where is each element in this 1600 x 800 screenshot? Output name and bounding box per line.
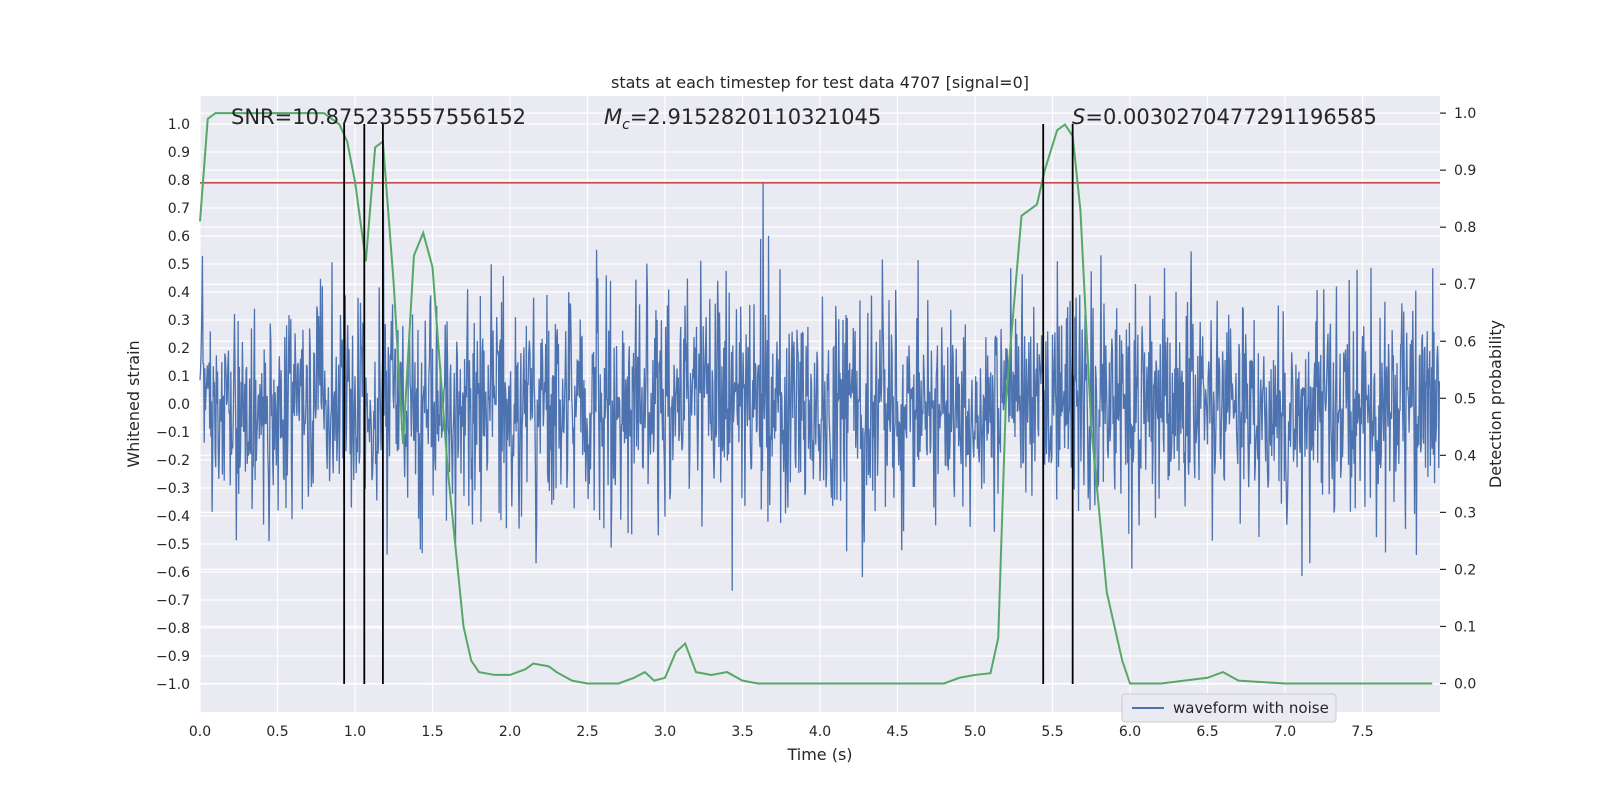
y-tick-label: 0.3 [168,313,190,329]
x-tick-label: 4.0 [809,724,831,740]
x-tick-label: 4.5 [886,724,908,740]
y2-tick-label: 0.7 [1454,277,1476,293]
y-tick-label: 0.2 [168,341,190,357]
x-tick-label: 3.0 [654,724,676,740]
x-tick-label: 5.0 [964,724,986,740]
y-tick-label: 0.1 [168,369,190,385]
waveform-series [199,182,1441,591]
y2-tick-label: 0.1 [1454,619,1476,635]
x-tick-label: 1.0 [344,724,366,740]
y2-tick-label: 0.8 [1454,220,1476,236]
y-tick-label: 0.5 [168,257,190,273]
y2-axis-label: Detection probability [1486,320,1505,488]
x-tick-label: 3.5 [731,724,753,740]
y2-tick-label: 0.2 [1454,562,1476,578]
y-tick-label: −0.8 [156,621,190,637]
y-axis-label: Whitened strain [124,340,143,467]
chirp-mass-annotation: Mc=2.9152820110321045 [604,105,881,133]
x-tick-label: 6.5 [1196,724,1218,740]
y-tick-label: 0.4 [168,285,190,301]
y-tick-label: 0.8 [168,173,190,189]
y2-tick-label: 0.6 [1454,334,1476,350]
y-tick-label: 1.0 [168,117,190,133]
x-axis-label: Time (s) [786,745,852,764]
x-tick-label: 0.0 [189,724,211,740]
y2-axis-ticks: 1.0 0.9 0.8 0.7 0.6 0.5 0.4 0.3 0.2 0.1 0.0 [1440,106,1476,692]
waveform-with-noise-line [199,182,1441,591]
y-tick-label: −0.9 [156,649,190,665]
x-tick-label: 2.5 [576,724,598,740]
x-tick-label: 7.5 [1351,724,1373,740]
y2-tick-label: 0.0 [1454,676,1476,692]
y-tick-label: −0.2 [156,453,190,469]
y-tick-label: 0.6 [168,229,190,245]
x-tick-label: 1.5 [421,724,443,740]
legend-label: waveform with noise [1173,699,1329,717]
x-axis-ticks: 0.0 0.5 1.0 1.5 2.0 2.5 3.0 3.5 4.0 4.5 5.0 5.5 6.0 6… [189,724,1374,740]
x-tick-label: 7.0 [1274,724,1296,740]
y-tick-label: −0.3 [156,481,190,497]
y-tick-label: −0.4 [156,509,190,525]
chart-title: stats at each timestep for test data 470… [611,73,1029,92]
vertical-markers [343,124,1074,684]
y2-tick-label: 0.9 [1454,163,1476,179]
y2-tick-label: 1.0 [1454,106,1476,122]
x-tick-label: 2.0 [499,724,521,740]
legend-box [1121,693,1337,723]
x-tick-label: 5.5 [1041,724,1063,740]
y-tick-label: 0.0 [168,397,190,413]
s-statistic-annotation: S=0.0030270477291196585 [1072,105,1377,129]
y-tick-label: −1.0 [156,677,190,693]
y2-tick-label: 0.4 [1454,448,1476,464]
legend: waveform with noise [1121,693,1337,723]
snr-annotation: SNR=10.875235557556152 [231,105,526,129]
y-axis-ticks: 1.0 0.9 0.8 0.7 0.6 0.5 0.4 0.3 0.2 0.1 0.0 −0.1 −0.… [156,117,190,693]
x-tick-label: 6.0 [1119,724,1141,740]
y-tick-label: −0.6 [156,565,190,581]
y2-tick-label: 0.5 [1454,391,1476,407]
y2-tick-label: 0.3 [1454,505,1476,521]
y-tick-label: −0.5 [156,537,190,553]
y-tick-label: −0.1 [156,425,190,441]
y-tick-label: 0.9 [168,145,190,161]
y-tick-label: −0.7 [156,593,190,609]
x-tick-label: 0.5 [266,724,288,740]
y-tick-label: 0.7 [168,201,190,217]
